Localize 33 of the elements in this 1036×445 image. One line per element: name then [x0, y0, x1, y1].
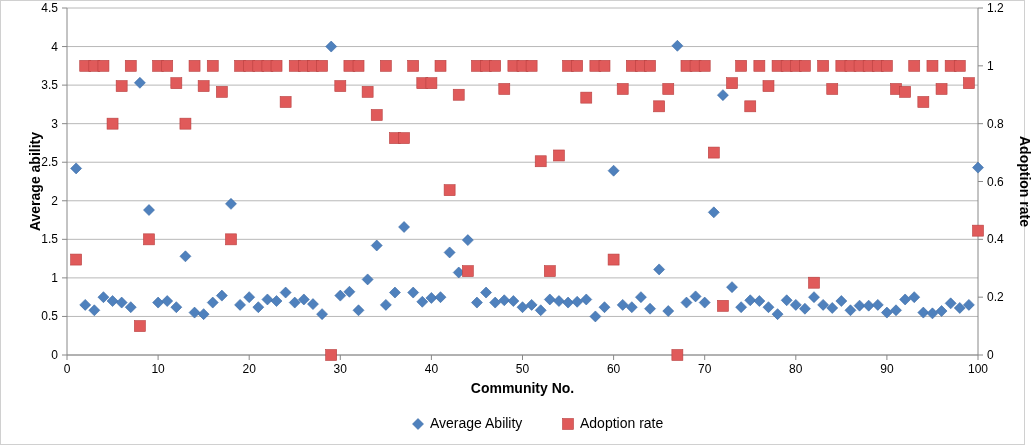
y2-tick-label: 1	[987, 58, 994, 73]
y-tick-label: 0.5	[41, 309, 59, 324]
x-tick-label: 10	[151, 362, 166, 376]
y-tick-label: 3	[51, 116, 59, 131]
y2-tick-label: 0.2	[987, 290, 1005, 305]
x-tick-label: 40	[424, 362, 439, 376]
y2-axis-title: Adoption rate	[1017, 136, 1033, 228]
y-tick-label: 4	[51, 39, 59, 54]
y-tick-label: 4.5	[41, 1, 59, 15]
x-tick-label: 30	[333, 362, 348, 376]
x-tick-label: 80	[789, 362, 803, 376]
y-tick-label: 3.5	[41, 78, 59, 93]
y-tick-label: 2.5	[41, 155, 59, 170]
x-tick-label: 70	[698, 362, 712, 376]
y2-tick-label: 0	[987, 348, 994, 362]
x-tick-label: 100	[967, 362, 989, 376]
y-tick-label: 0	[51, 348, 59, 362]
y2-tick-label: 0.4	[987, 232, 1005, 247]
x-axis-title: Community No.	[470, 380, 575, 396]
legend-label: Average Ability	[430, 415, 523, 431]
y2-tick-label: 0.6	[987, 174, 1005, 189]
y-tick-label: 2	[51, 193, 59, 208]
legend-label: Adoption rate	[580, 415, 664, 431]
y2-tick-label: 1.2	[987, 1, 1005, 15]
x-tick-label: 50	[515, 362, 530, 376]
y-tick-label: 1	[51, 270, 59, 285]
y2-tick-label: 0.8	[987, 116, 1005, 131]
x-tick-label: 60	[606, 362, 621, 376]
y-axis-title: Average ability	[27, 131, 43, 232]
x-tick-label: 90	[880, 362, 894, 376]
x-tick-label: 0	[63, 362, 71, 376]
y-tick-label: 1.5	[41, 232, 59, 247]
x-tick-label: 20	[242, 362, 257, 376]
